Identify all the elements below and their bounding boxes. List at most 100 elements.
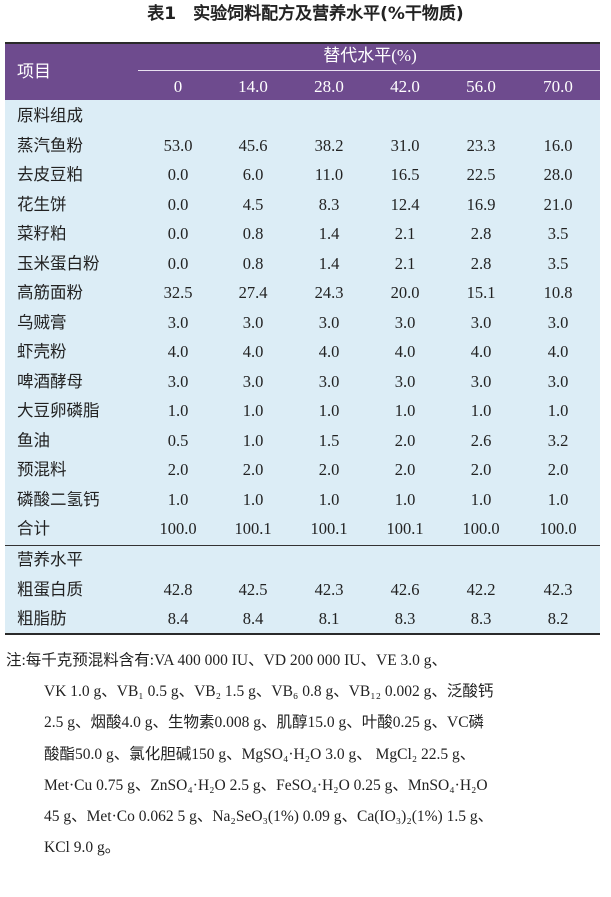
cell-value: 100.1 [310, 519, 348, 538]
cell-value: 4.0 [167, 342, 189, 361]
cell-value: 0.0 [167, 224, 189, 243]
header-level: 14.0 [238, 77, 268, 96]
cell-value: 42.5 [238, 579, 268, 599]
cell-value: 0.0 [167, 165, 189, 184]
cell-value: 42.6 [390, 579, 420, 599]
cell-value: 100.0 [159, 519, 197, 538]
cell-value: 2.0 [242, 460, 264, 479]
cell-value: 1.4 [318, 253, 340, 273]
cell-value: 8.2 [547, 609, 569, 628]
cell-value: 1.0 [242, 489, 264, 509]
cell-value: 4.0 [394, 342, 416, 361]
row-label: 菜籽粕 [17, 224, 67, 243]
row-label: 花生饼 [17, 194, 67, 214]
row-label: 磷酸二氢钙 [17, 489, 100, 509]
cell-value: 8.4 [167, 609, 189, 628]
cell-value: 8.3 [394, 609, 416, 628]
cell-value: 1.0 [470, 489, 492, 509]
cell-value: 2.0 [394, 460, 416, 479]
cell-value: 3.0 [394, 312, 416, 332]
cell-value: 53.0 [163, 135, 193, 155]
cell-value: 42.3 [543, 579, 573, 599]
row-label: 乌贼膏 [17, 312, 67, 332]
cell-value: 3.5 [547, 224, 569, 243]
cell-value: 4.0 [318, 342, 340, 361]
cell-value: 32.5 [163, 283, 193, 302]
cell-value: 0.8 [242, 224, 264, 243]
cell-value: 4.5 [242, 194, 264, 214]
cell-value: 28.0 [543, 165, 573, 184]
cell-value: 1.0 [167, 489, 189, 509]
cell-value: 31.0 [390, 135, 420, 155]
cell-value: 45.6 [238, 135, 268, 155]
cell-value: 1.0 [318, 489, 340, 509]
cell-value: 1.0 [318, 401, 340, 420]
header-group: 替代水平(%) [323, 46, 417, 65]
cell-value: 2.0 [470, 460, 492, 479]
cell-value: 3.0 [167, 312, 189, 332]
cell-value: 8.1 [318, 609, 340, 628]
row-label: 蒸汽鱼粉 [17, 135, 83, 155]
note-line: 45 g、Met·Co 0.062 5 g、Na₂SeO₃(1%) 0.09 g… [44, 808, 494, 825]
header-rule [138, 70, 600, 71]
row-label: 玉米蛋白粉 [17, 253, 100, 273]
note-line: 2.5 g、烟酸4.0 g、生物素0.008 g、肌醇15.0 g、叶酸0.25… [44, 714, 485, 732]
cell-value: 3.0 [167, 371, 189, 391]
cell-value: 3.0 [318, 312, 340, 332]
row-label: 去皮豆粕 [17, 165, 83, 184]
cell-value: 11.0 [314, 165, 344, 184]
cell-value: 2.0 [167, 460, 189, 479]
cell-value: 1.0 [547, 489, 569, 509]
row-label: 虾壳粉 [17, 342, 67, 361]
cell-value: 27.4 [238, 283, 268, 302]
cell-value: 100.1 [386, 519, 424, 538]
cell-value: 0.8 [242, 253, 264, 273]
cell-value: 8.4 [242, 609, 264, 628]
cell-value: 0.0 [167, 194, 189, 214]
note-line: Met·Cu 0.75 g、ZnSO₄·H₂O 2.5 g、FeSO₄·H₂O … [44, 776, 488, 794]
cell-value: 1.5 [318, 430, 340, 450]
cell-value: 12.4 [390, 194, 420, 214]
cell-value: 1.0 [242, 430, 264, 450]
cell-value: 10.8 [543, 283, 573, 302]
cell-value: 0.5 [167, 430, 189, 450]
cell-value: 4.0 [242, 342, 264, 361]
note-line: VK 1.0 g、VB₁ 0.5 g、VB₂ 1.5 g、VB₆ 0.8 g、V… [44, 683, 494, 701]
cell-value: 1.0 [470, 401, 492, 420]
cell-value: 2.0 [547, 460, 569, 479]
cell-value: 42.8 [163, 579, 193, 599]
section-name: 营养水平 [17, 550, 83, 569]
cell-value: 100.0 [539, 519, 577, 538]
cell-value: 1.0 [394, 401, 416, 420]
cell-value: 1.4 [318, 224, 340, 243]
cell-value: 2.0 [394, 430, 416, 450]
header-level: 28.0 [314, 77, 344, 96]
cell-value: 4.0 [470, 342, 492, 361]
cell-value: 42.3 [314, 579, 344, 599]
cell-value: 2.1 [394, 253, 416, 273]
cell-value: 16.0 [543, 135, 573, 155]
row-label: 鱼油 [17, 430, 50, 450]
cell-value: 1.0 [167, 401, 189, 420]
header-item: 项目 [17, 62, 51, 81]
row-label: 预混料 [17, 460, 67, 479]
cell-value: 22.5 [466, 165, 496, 184]
row-label: 大豆卵磷脂 [17, 401, 100, 420]
cell-value: 2.0 [318, 460, 340, 479]
cell-value: 100.1 [234, 519, 272, 538]
cell-value: 3.0 [242, 312, 264, 332]
table-header [5, 42, 600, 100]
cell-value: 6.0 [242, 165, 264, 184]
cell-value: 2.8 [470, 253, 492, 273]
note-line: 酸酯50.0 g、氯化胆碱150 g、MgSO₄·H₂O 3.0 g、 MgCl… [44, 745, 476, 763]
cell-value: 42.2 [466, 579, 496, 599]
header-level: 0 [173, 77, 183, 96]
note-line: 注:每千克预混料含有:VA 400 000 IU、VD 200 000 IU、V… [6, 652, 448, 669]
row-label: 粗蛋白质 [17, 579, 83, 599]
row-label: 啤酒酵母 [17, 371, 83, 391]
row-label: 合计 [17, 519, 50, 538]
cell-value: 3.0 [470, 312, 492, 332]
cell-value: 8.3 [470, 609, 492, 628]
cell-value: 20.0 [390, 283, 420, 302]
